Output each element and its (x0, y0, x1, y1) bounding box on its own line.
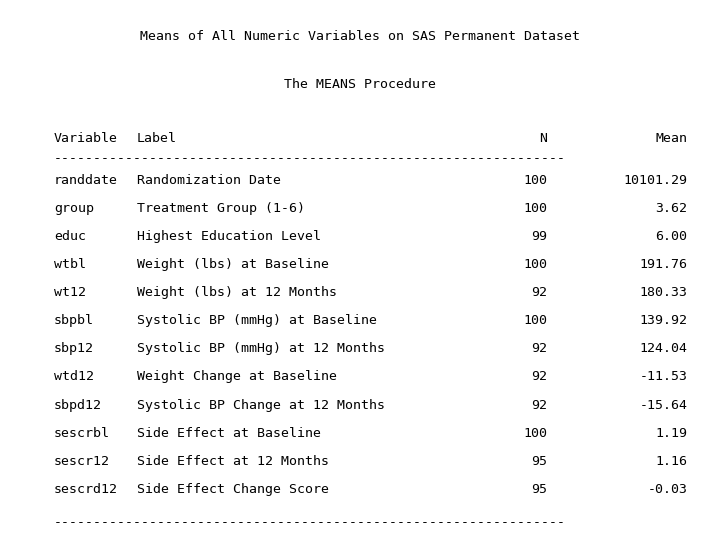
Text: 92: 92 (531, 399, 547, 411)
Text: Treatment Group (1-6): Treatment Group (1-6) (137, 202, 305, 215)
Text: 139.92: 139.92 (639, 314, 688, 327)
Text: 6.00: 6.00 (656, 230, 688, 243)
Text: 100: 100 (523, 258, 547, 271)
Text: N: N (539, 132, 547, 145)
Text: 1.19: 1.19 (656, 427, 688, 440)
Text: -0.03: -0.03 (647, 483, 688, 496)
Text: 3.62: 3.62 (656, 202, 688, 215)
Text: 92: 92 (531, 342, 547, 355)
Text: Weight (lbs) at Baseline: Weight (lbs) at Baseline (137, 258, 329, 271)
Text: wtd12: wtd12 (54, 370, 94, 383)
Text: Label: Label (137, 132, 177, 145)
Text: 100: 100 (523, 427, 547, 440)
Text: 95: 95 (531, 455, 547, 468)
Text: Means of All Numeric Variables on SAS Permanent Dataset: Means of All Numeric Variables on SAS Pe… (140, 30, 580, 43)
Text: 100: 100 (523, 174, 547, 187)
Text: sbpd12: sbpd12 (54, 399, 102, 411)
Text: -15.64: -15.64 (639, 399, 688, 411)
Text: -11.53: -11.53 (639, 370, 688, 383)
Text: Side Effect Change Score: Side Effect Change Score (137, 483, 329, 496)
Text: educ: educ (54, 230, 86, 243)
Text: Mean: Mean (656, 132, 688, 145)
Text: group: group (54, 202, 94, 215)
Text: sescrd12: sescrd12 (54, 483, 118, 496)
Text: 95: 95 (531, 483, 547, 496)
Text: 10101.29: 10101.29 (624, 174, 688, 187)
Text: 124.04: 124.04 (639, 342, 688, 355)
Text: 99: 99 (531, 230, 547, 243)
Text: 191.76: 191.76 (639, 258, 688, 271)
Text: sescr12: sescr12 (54, 455, 110, 468)
Text: Systolic BP (mmHg) at Baseline: Systolic BP (mmHg) at Baseline (137, 314, 377, 327)
Text: randdate: randdate (54, 174, 118, 187)
Text: Side Effect at 12 Months: Side Effect at 12 Months (137, 455, 329, 468)
Text: Systolic BP (mmHg) at 12 Months: Systolic BP (mmHg) at 12 Months (137, 342, 384, 355)
Text: 92: 92 (531, 370, 547, 383)
Text: 100: 100 (523, 202, 547, 215)
Text: sbpbl: sbpbl (54, 314, 94, 327)
Text: The MEANS Procedure: The MEANS Procedure (284, 78, 436, 91)
Text: wt12: wt12 (54, 286, 86, 299)
Text: ----------------------------------------------------------------: ----------------------------------------… (54, 516, 566, 529)
Text: wtbl: wtbl (54, 258, 86, 271)
Text: sescrbl: sescrbl (54, 427, 110, 440)
Text: sbp12: sbp12 (54, 342, 94, 355)
Text: Variable: Variable (54, 132, 118, 145)
Text: ----------------------------------------------------------------: ----------------------------------------… (54, 152, 566, 165)
Text: Randomization Date: Randomization Date (137, 174, 281, 187)
Text: Weight (lbs) at 12 Months: Weight (lbs) at 12 Months (137, 286, 337, 299)
Text: Side Effect at Baseline: Side Effect at Baseline (137, 427, 321, 440)
Text: Systolic BP Change at 12 Months: Systolic BP Change at 12 Months (137, 399, 384, 411)
Text: 100: 100 (523, 314, 547, 327)
Text: 1.16: 1.16 (656, 455, 688, 468)
Text: Weight Change at Baseline: Weight Change at Baseline (137, 370, 337, 383)
Text: 180.33: 180.33 (639, 286, 688, 299)
Text: 92: 92 (531, 286, 547, 299)
Text: Highest Education Level: Highest Education Level (137, 230, 321, 243)
